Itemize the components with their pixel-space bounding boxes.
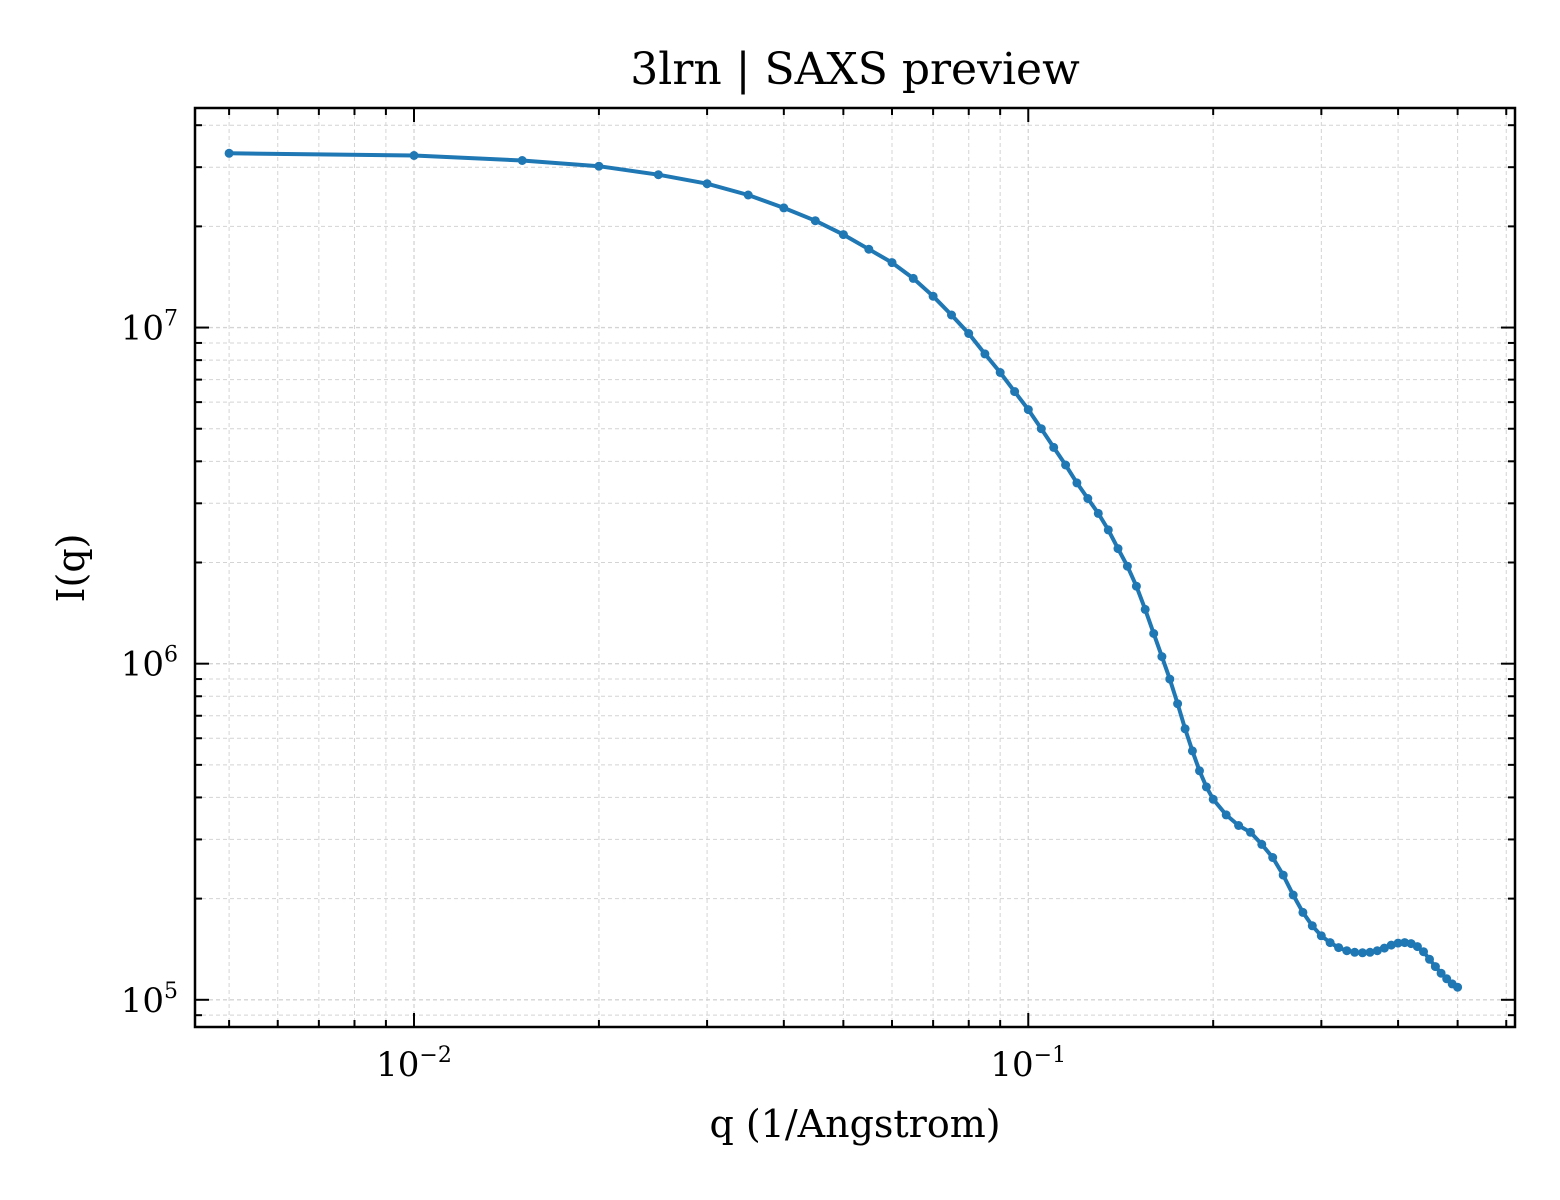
data-point bbox=[1201, 782, 1211, 792]
data-point bbox=[1386, 940, 1396, 950]
data-point bbox=[1173, 699, 1183, 709]
data-point bbox=[810, 216, 820, 226]
data-point bbox=[864, 244, 874, 254]
data-point bbox=[1257, 839, 1267, 849]
data-point bbox=[1288, 890, 1298, 900]
data-point bbox=[702, 179, 712, 189]
data-point bbox=[1298, 907, 1308, 917]
data-point bbox=[1234, 821, 1244, 830]
data-point bbox=[887, 258, 897, 268]
data-point bbox=[1379, 943, 1389, 953]
y-axis-label: I(q) bbox=[49, 534, 93, 603]
data-point bbox=[1453, 982, 1463, 992]
data-point bbox=[1093, 508, 1103, 518]
data-point bbox=[1023, 405, 1033, 415]
y-tick-label: 106 bbox=[121, 643, 178, 685]
data-point bbox=[964, 329, 974, 338]
data-point bbox=[908, 273, 918, 283]
data-point bbox=[653, 170, 663, 180]
plot-frame bbox=[193, 106, 1517, 1029]
data-point bbox=[1072, 478, 1082, 488]
grid bbox=[195, 108, 1515, 1027]
tick-labels: 10−2 10−1 105 106 107 bbox=[121, 307, 1066, 1085]
x-tick-label: 10−1 bbox=[990, 1043, 1066, 1085]
data-point bbox=[1436, 968, 1446, 978]
data-point bbox=[1180, 724, 1190, 734]
data-point bbox=[838, 230, 848, 240]
data-point bbox=[1157, 652, 1167, 662]
data-point bbox=[743, 190, 753, 200]
data-point bbox=[1131, 581, 1141, 591]
data-point bbox=[1365, 947, 1375, 957]
data-point bbox=[1049, 442, 1059, 452]
data-point bbox=[409, 151, 419, 160]
data-point bbox=[1149, 629, 1159, 638]
data-point bbox=[1246, 827, 1255, 837]
y-tick-label: 107 bbox=[121, 307, 178, 349]
data-point bbox=[1221, 810, 1231, 820]
data-point bbox=[1165, 674, 1175, 684]
data-point bbox=[1061, 460, 1071, 470]
data-point bbox=[1334, 943, 1344, 953]
data-point bbox=[1187, 746, 1197, 756]
data-point bbox=[224, 148, 234, 158]
data-series bbox=[224, 148, 1463, 992]
data-point bbox=[980, 349, 990, 359]
data-point bbox=[1140, 604, 1150, 614]
data-point bbox=[1412, 942, 1422, 952]
data-point bbox=[1083, 494, 1093, 503]
data-point bbox=[1195, 766, 1204, 776]
data-point bbox=[1268, 853, 1278, 862]
data-point bbox=[947, 310, 956, 320]
x-tick-label: 10−2 bbox=[376, 1043, 452, 1085]
data-point bbox=[995, 368, 1005, 377]
data-point bbox=[1358, 948, 1367, 958]
data-point bbox=[928, 291, 938, 301]
data-point bbox=[1325, 938, 1335, 948]
data-point bbox=[1425, 954, 1434, 964]
y-tick-label: 105 bbox=[121, 979, 178, 1021]
data-point bbox=[1208, 794, 1218, 804]
data-point bbox=[517, 156, 527, 165]
data-point bbox=[1036, 424, 1046, 434]
x-axis-label: q (1/Angstrom) bbox=[709, 1102, 1000, 1146]
data-point bbox=[1113, 544, 1123, 554]
data-point bbox=[1419, 947, 1428, 957]
data-point bbox=[1430, 962, 1440, 972]
data-point bbox=[1393, 938, 1403, 948]
data-point bbox=[1122, 561, 1132, 571]
data-point bbox=[1103, 525, 1113, 535]
data-point bbox=[594, 161, 604, 171]
chart-title: 3lrn | SAXS preview bbox=[630, 44, 1080, 95]
data-point bbox=[1350, 947, 1360, 957]
data-point bbox=[1278, 870, 1288, 880]
data-point bbox=[1307, 921, 1317, 931]
data-point bbox=[1010, 387, 1020, 397]
data-point bbox=[1316, 931, 1326, 941]
data-point bbox=[1372, 946, 1382, 956]
data-point bbox=[779, 203, 789, 213]
data-point bbox=[1342, 946, 1352, 956]
